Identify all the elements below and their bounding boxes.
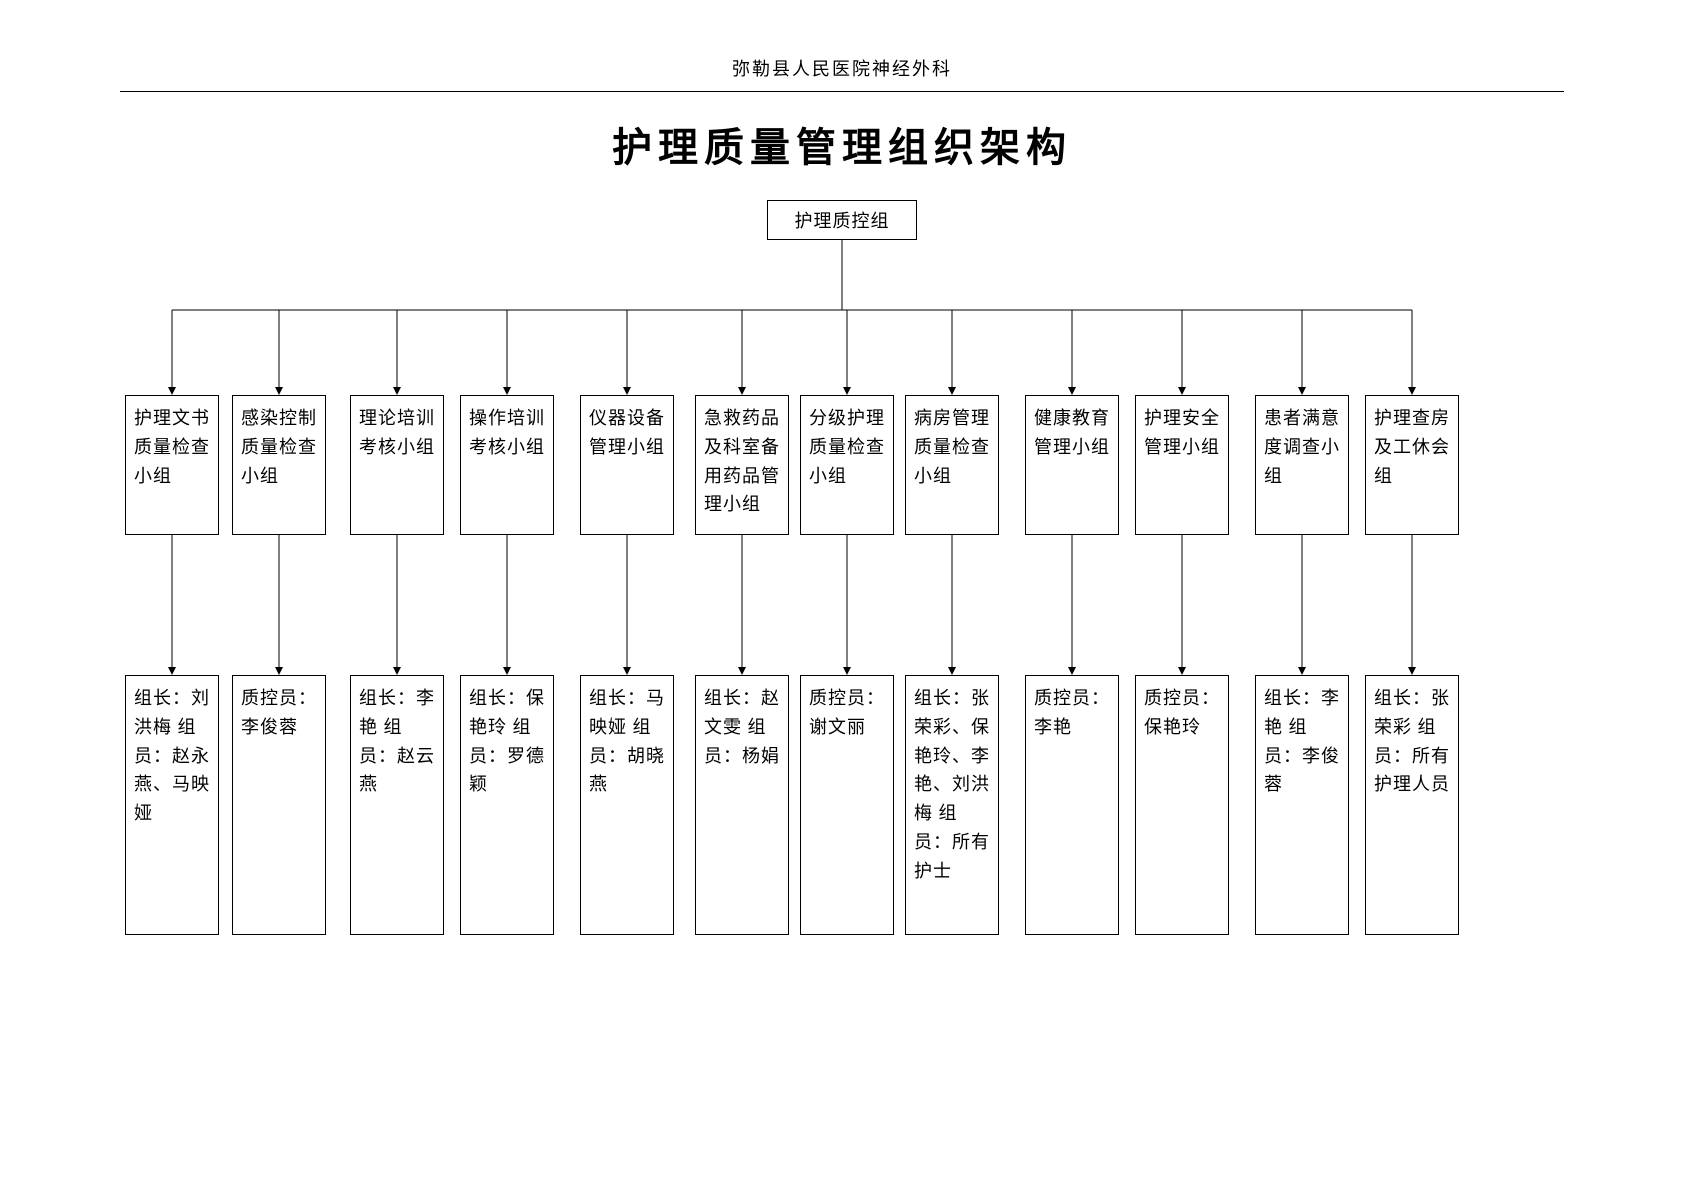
group-node-6: 分级护理质量检查小组 [800,395,894,535]
group-node-0: 护理文书质量检查小组 [125,395,219,535]
person-node-8: 质控员：李艳 [1025,675,1119,935]
group-node-10: 患者满意度调查小组 [1255,395,1349,535]
group-node-1: 感染控制质量检查小组 [232,395,326,535]
connectors-svg [0,0,1684,1190]
header-text: 弥勒县人民医院神经外科 [120,55,1564,81]
person-node-11: 组长：张荣彩 组员：所有护理人员 [1365,675,1459,935]
group-node-9: 护理安全管理小组 [1135,395,1229,535]
group-node-4: 仪器设备管理小组 [580,395,674,535]
group-node-7: 病房管理质量检查小组 [905,395,999,535]
person-node-5: 组长：赵文雯 组员：杨娟 [695,675,789,935]
group-node-11: 护理查房及工休会组 [1365,395,1459,535]
group-node-3: 操作培训考核小组 [460,395,554,535]
person-node-9: 质控员：保艳玲 [1135,675,1229,935]
person-node-6: 质控员：谢文丽 [800,675,894,935]
group-node-8: 健康教育管理小组 [1025,395,1119,535]
group-node-5: 急救药品及科室备用药品管理小组 [695,395,789,535]
person-node-0: 组长：刘洪梅 组员：赵永燕、马映娅 [125,675,219,935]
person-node-2: 组长：李艳 组员：赵云燕 [350,675,444,935]
group-node-2: 理论培训考核小组 [350,395,444,535]
header-divider [120,91,1564,92]
title-region: 护理质量管理组织架构 [0,115,1684,173]
person-node-10: 组长：李艳 组员：李俊蓉 [1255,675,1349,935]
person-node-7: 组长：张荣彩、保艳玲、李艳、刘洪梅 组员：所有护士 [905,675,999,935]
person-node-1: 质控员：李俊蓉 [232,675,326,935]
page-title: 护理质量管理组织架构 [0,115,1684,173]
person-node-3: 组长：保艳玲 组员：罗德颖 [460,675,554,935]
root-node: 护理质控组 [767,200,917,240]
header-region: 弥勒县人民医院神经外科 [120,55,1564,92]
person-node-4: 组长：马映娅 组员：胡晓燕 [580,675,674,935]
